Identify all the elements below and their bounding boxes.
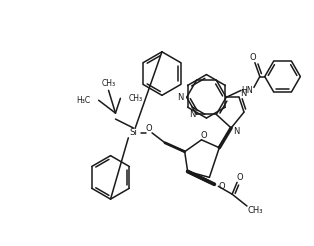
Text: O: O [250, 53, 256, 62]
Polygon shape [218, 128, 231, 148]
Text: CH₃: CH₃ [128, 94, 143, 103]
Text: HN: HN [241, 86, 253, 95]
Text: N: N [177, 93, 184, 102]
Text: O: O [200, 131, 207, 140]
Text: CH₃: CH₃ [247, 206, 263, 215]
Text: N: N [233, 127, 239, 136]
Text: N: N [189, 110, 196, 119]
Text: N: N [240, 89, 246, 98]
Text: Si: Si [129, 128, 137, 137]
Text: CH₃: CH₃ [101, 79, 116, 88]
Text: H₃C: H₃C [77, 96, 91, 105]
Text: O: O [218, 182, 225, 191]
Polygon shape [165, 143, 185, 153]
Text: O: O [146, 124, 152, 133]
Text: O: O [237, 173, 243, 182]
